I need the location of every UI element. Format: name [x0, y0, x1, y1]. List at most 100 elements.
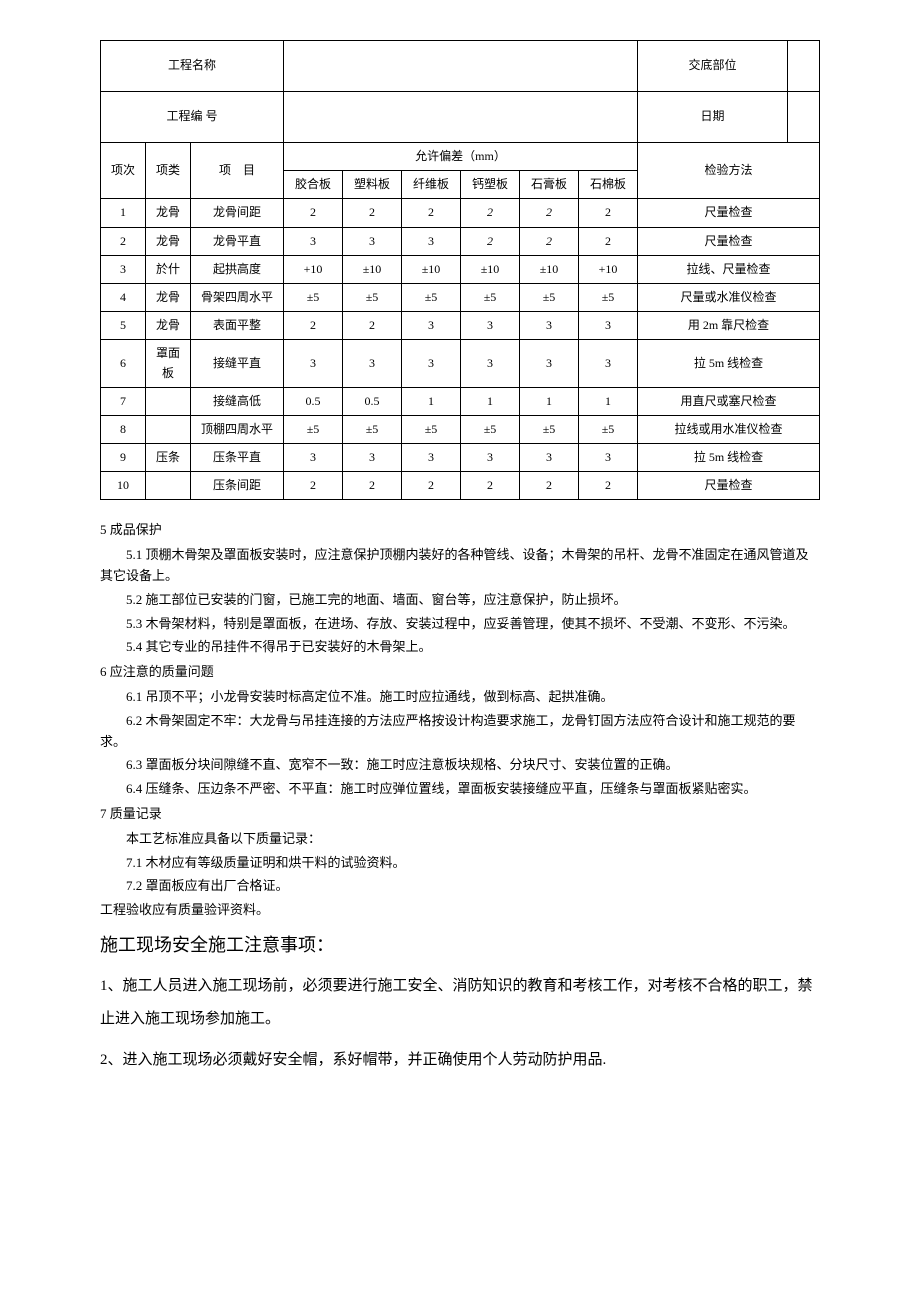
table-cell: 2	[101, 227, 146, 255]
table-row: 7接缝高低0.50.51111用直尺或塞尺检查	[101, 387, 820, 415]
table-cell: 龙骨	[146, 283, 191, 311]
table-cell: 8	[101, 415, 146, 443]
table-cell: ±5	[343, 283, 402, 311]
table-cell: ±10	[343, 255, 402, 283]
table-cell: 3	[343, 340, 402, 387]
table-cell: 2	[343, 472, 402, 500]
col-header-item: 项 目	[191, 143, 284, 199]
project-number-label: 工程编 号	[101, 92, 284, 143]
table-cell: ±5	[343, 415, 402, 443]
table-cell: 2	[520, 199, 579, 227]
table-cell: 2	[579, 472, 638, 500]
table-cell: 1	[101, 199, 146, 227]
col-header-cat: 项类	[146, 143, 191, 199]
table-cell: 1	[520, 387, 579, 415]
date-value	[788, 92, 820, 143]
table-cell: 5	[101, 312, 146, 340]
table-row: 1龙骨龙骨间距222222尺量检查	[101, 199, 820, 227]
safety-p1: 1、施工人员进入施工现场前，必须要进行施工安全、消防知识的教育和考核工作，对考核…	[100, 970, 820, 1036]
table-cell: ±5	[520, 415, 579, 443]
subhead-5: 石膏板	[520, 171, 579, 199]
section-5-p1: 5.1 顶棚木骨架及罩面板安装时，应注意保护顶棚内装好的各种管线、设备；木骨架的…	[100, 545, 820, 587]
table-cell: 拉 5m 线检查	[638, 444, 820, 472]
table-cell: 於什	[146, 255, 191, 283]
section-7-title: 7 质量记录	[100, 804, 820, 825]
table-cell: 2	[579, 227, 638, 255]
table-cell: 龙骨	[146, 312, 191, 340]
table-cell: ±5	[402, 415, 461, 443]
table-cell: 3	[402, 227, 461, 255]
section-5-p3: 5.3 木骨架材料，特别是罩面板，在进场、存放、安装过程中，应妥善管理，使其不损…	[100, 614, 820, 635]
table-cell: 尺量检查	[638, 472, 820, 500]
table-cell: 龙骨间距	[191, 199, 284, 227]
section-7-p2: 7.2 罩面板应有出厂合格证。	[100, 876, 820, 897]
table-cell: 压条平直	[191, 444, 284, 472]
table-cell: 用直尺或塞尺检查	[638, 387, 820, 415]
table-cell: 2	[461, 227, 520, 255]
table-cell: 表面平整	[191, 312, 284, 340]
table-row: 6罩面板接缝平直333333拉 5m 线检查	[101, 340, 820, 387]
section-7-p3: 工程验收应有质量验评资料。	[100, 900, 820, 921]
table-cell: 3	[343, 227, 402, 255]
table-cell: 3	[101, 255, 146, 283]
table-cell: 1	[402, 387, 461, 415]
table-cell: 龙骨平直	[191, 227, 284, 255]
table-cell: 接缝平直	[191, 340, 284, 387]
table-row: 3於什起拱高度+10±10±10±10±10+10拉线、尺量检查	[101, 255, 820, 283]
table-cell: 3	[520, 312, 579, 340]
table-cell: +10	[284, 255, 343, 283]
table-cell: ±10	[402, 255, 461, 283]
table-cell: 尺量检查	[638, 199, 820, 227]
section-6-p1: 6.1 吊顶不平；小龙骨安装时标高定位不准。施工时应拉通线，做到标高、起拱准确。	[100, 687, 820, 708]
section-5-p4: 5.4 其它专业的吊挂件不得吊于已安装好的木骨架上。	[100, 637, 820, 658]
table-cell: 压条间距	[191, 472, 284, 500]
project-number-value	[284, 92, 638, 143]
table-cell: ±5	[284, 415, 343, 443]
table-cell: 拉线、尺量检查	[638, 255, 820, 283]
col-header-seq: 项次	[101, 143, 146, 199]
table-cell: 2	[402, 472, 461, 500]
table-cell: ±5	[461, 283, 520, 311]
safety-p2: 2、进入施工现场必须戴好安全帽，系好帽带，并正确使用个人劳动防护用品.	[100, 1044, 820, 1077]
section-6-p2: 6.2 木骨架固定不牢：大龙骨与吊挂连接的方法应严格按设计构造要求施工，龙骨钉固…	[100, 711, 820, 753]
table-cell: 罩面板	[146, 340, 191, 387]
table-cell: 拉线或用水准仪检查	[638, 415, 820, 443]
table-cell: 3	[461, 312, 520, 340]
subhead-6: 石棉板	[579, 171, 638, 199]
table-row: 10压条间距222222尺量检查	[101, 472, 820, 500]
subhead-4: 钙塑板	[461, 171, 520, 199]
table-cell: 3	[343, 444, 402, 472]
table-cell: 骨架四周水平	[191, 283, 284, 311]
header-table: 工程名称 交底部位 工程编 号 日期 项次 项类 项 目 允许偏差（mm） 检验…	[100, 40, 820, 500]
table-row: 9压条压条平直333333拉 5m 线检查	[101, 444, 820, 472]
section-6-p4: 6.4 压缝条、压边条不严密、不平直：施工时应弹位置线，罩面板安装接缝应平直，压…	[100, 779, 820, 800]
table-cell	[146, 415, 191, 443]
table-cell: 2	[520, 227, 579, 255]
col-header-deviation: 允许偏差（mm）	[284, 143, 638, 171]
table-cell: 2	[461, 199, 520, 227]
table-cell: 3	[284, 340, 343, 387]
table-cell: 2	[284, 472, 343, 500]
table-cell: 3	[520, 340, 579, 387]
table-row: 8顶棚四周水平±5±5±5±5±5±5拉线或用水准仪检查	[101, 415, 820, 443]
project-name-value	[284, 41, 638, 92]
table-cell: ±5	[579, 283, 638, 311]
table-cell: 3	[579, 444, 638, 472]
section-7-p0: 本工艺标准应具备以下质量记录：	[100, 829, 820, 850]
table-cell: 起拱高度	[191, 255, 284, 283]
table-cell: 3	[402, 444, 461, 472]
table-cell: 6	[101, 340, 146, 387]
table-cell: 龙骨	[146, 227, 191, 255]
table-cell: 7	[101, 387, 146, 415]
table-cell: 2	[284, 312, 343, 340]
safety-title: 施工现场安全施工注意事项：	[100, 931, 820, 960]
table-cell	[146, 472, 191, 500]
table-cell: 3	[579, 340, 638, 387]
table-cell: ±5	[520, 283, 579, 311]
table-cell: 3	[579, 312, 638, 340]
table-cell: 2	[284, 199, 343, 227]
subhead-3: 纤维板	[402, 171, 461, 199]
table-cell: +10	[579, 255, 638, 283]
subhead-2: 塑料板	[343, 171, 402, 199]
table-cell: 9	[101, 444, 146, 472]
